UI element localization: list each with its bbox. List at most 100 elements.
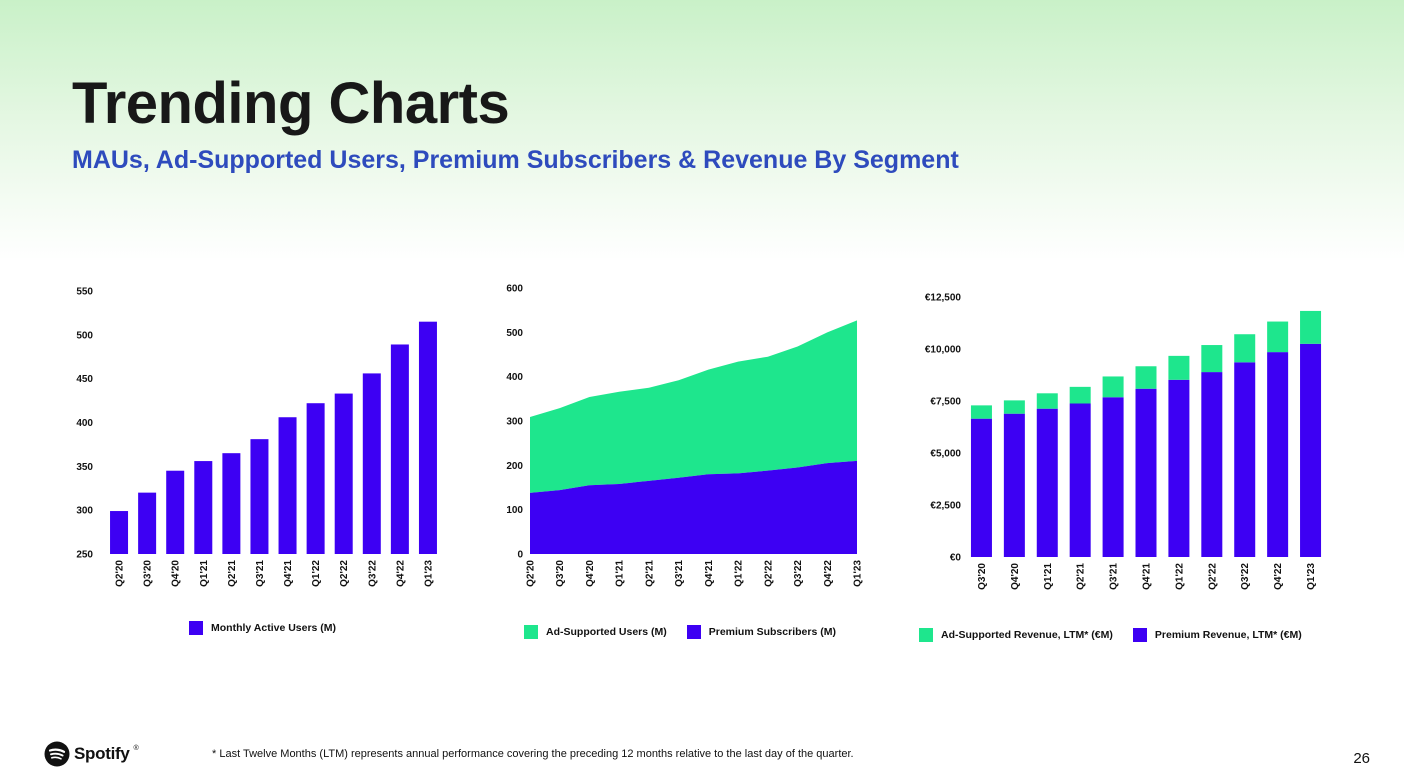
premium-revenue-bar bbox=[1102, 397, 1124, 557]
mau-xtick-label: Q3'20 bbox=[143, 560, 154, 587]
revenue-xtick-label: Q4'22 bbox=[1273, 563, 1284, 590]
users-area-chart: 0 100 200 300 400 500 600 Q2'20 Q3'20 Q4'20 Q1'21 Q… bbox=[506, 284, 864, 587]
legend-swatch-mau bbox=[189, 621, 203, 635]
ad-supported-revenue-bar bbox=[1267, 321, 1289, 353]
users-xtick-label: Q2'20 bbox=[526, 560, 537, 587]
legend-label-premium-subs: Premium Subscribers (M) bbox=[708, 626, 836, 638]
mau-xtick-label: Q2'20 bbox=[115, 560, 126, 587]
footnote: * Last Twelve Months (LTM) represents an… bbox=[212, 748, 854, 760]
mau-xtick-label: Q3'22 bbox=[367, 560, 378, 587]
premium-revenue-bar bbox=[1201, 372, 1223, 557]
users-xtick-label: Q1'23 bbox=[853, 560, 864, 587]
premium-revenue-bar bbox=[1234, 362, 1256, 557]
mau-xtick-label: Q3'21 bbox=[255, 560, 266, 587]
revenue-ytick-label: €5,000 bbox=[930, 449, 961, 460]
revenue-xtick-label: Q3'20 bbox=[977, 563, 988, 590]
revenue-xtick-label: Q2'21 bbox=[1076, 563, 1087, 590]
revenue-xtick-label: Q4'21 bbox=[1142, 563, 1153, 590]
legend-item-premium-subs: Premium Subscribers (M) bbox=[686, 625, 836, 639]
users-ytick-label: 300 bbox=[506, 417, 523, 428]
mau-ytick-label: 500 bbox=[76, 330, 93, 341]
mau-bar bbox=[390, 344, 409, 554]
ad-supported-revenue-bar bbox=[1069, 386, 1091, 404]
premium-revenue-bar bbox=[1267, 352, 1289, 557]
legend-label-premium-revenue: Premium Revenue, LTM* (€M) bbox=[1154, 629, 1302, 641]
revenue-stacked-bar-chart: €0 €2,500 €5,000 €7,500 €10,000 €12,500 Q3'20 Q… bbox=[925, 293, 1322, 590]
mau-ytick-label: 400 bbox=[76, 418, 93, 429]
mau-bar bbox=[306, 403, 325, 554]
legend-swatch-premium-revenue bbox=[1132, 628, 1147, 642]
users-xtick-label: Q4'20 bbox=[585, 560, 596, 587]
ad-supported-revenue-bar bbox=[1300, 310, 1322, 344]
premium-subscribers-area bbox=[530, 460, 857, 554]
ad-supported-revenue-bar bbox=[970, 405, 992, 419]
header-background bbox=[0, 0, 1404, 260]
mau-bar bbox=[418, 321, 437, 554]
mau-bar-chart: 250 300 350 400 450 500 550 Q2'20 Q3'20 Q4'20 Q1'2… bbox=[76, 287, 437, 587]
users-xtick-label: Q4'22 bbox=[823, 560, 834, 587]
users-ytick-label: 600 bbox=[506, 284, 523, 295]
users-ytick-label: 400 bbox=[506, 372, 523, 383]
ad-supported-revenue-bar bbox=[1201, 345, 1223, 373]
users-xtick-label: Q3'21 bbox=[674, 560, 685, 587]
users-xtick-label: Q3'20 bbox=[555, 560, 566, 587]
users-xtick-label: Q2'21 bbox=[644, 560, 655, 587]
mau-bar bbox=[138, 492, 157, 554]
revenue-ytick-label: €0 bbox=[950, 553, 962, 564]
revenue-xtick-label: Q3'22 bbox=[1240, 563, 1251, 590]
mau-xtick-label: Q4'22 bbox=[395, 560, 406, 587]
legend-item-premium-revenue: Premium Revenue, LTM* (€M) bbox=[1132, 628, 1302, 642]
mau-bar bbox=[250, 439, 269, 554]
mau-ytick-label: 450 bbox=[76, 374, 93, 385]
mau-bar bbox=[110, 511, 129, 554]
mau-legend: Monthly Active Users (M) bbox=[189, 621, 336, 635]
legend-label-mau: Monthly Active Users (M) bbox=[211, 622, 337, 634]
premium-revenue-bar bbox=[1168, 379, 1190, 557]
revenue-xtick-label: Q2'22 bbox=[1207, 563, 1218, 590]
legend-label-ad-revenue: Ad-Supported Revenue, LTM* (€M) bbox=[941, 629, 1113, 641]
revenue-xtick-label: Q1'21 bbox=[1043, 563, 1054, 590]
mau-bar bbox=[362, 373, 381, 554]
users-ytick-label: 200 bbox=[506, 461, 523, 472]
mau-xtick-label: Q1'23 bbox=[423, 560, 434, 587]
ad-supported-revenue-bar bbox=[1036, 393, 1058, 409]
ad-supported-revenue-bar bbox=[1135, 366, 1157, 389]
users-ytick-label: 500 bbox=[506, 328, 523, 339]
page-title: Trending Charts bbox=[72, 71, 510, 136]
revenue-xtick-label: Q1'22 bbox=[1174, 563, 1185, 590]
spotify-icon bbox=[44, 741, 70, 767]
premium-revenue-bar bbox=[970, 418, 992, 557]
legend-item-ad-revenue: Ad-Supported Revenue, LTM* (€M) bbox=[919, 628, 1113, 642]
users-legend: Ad-Supported Users (M) Premium Subscribe… bbox=[524, 625, 836, 639]
mau-bar bbox=[278, 417, 297, 554]
revenue-xtick-label: Q3'21 bbox=[1109, 563, 1120, 590]
mau-xtick-label: Q2'21 bbox=[227, 560, 238, 587]
mau-xtick-label: Q4'21 bbox=[283, 560, 294, 587]
logo-trademark: ® bbox=[133, 745, 139, 752]
revenue-ytick-label: €10,000 bbox=[925, 345, 962, 356]
ad-supported-revenue-bar bbox=[1234, 334, 1256, 363]
revenue-ytick-label: €12,500 bbox=[925, 293, 962, 304]
mau-xtick-label: Q2'22 bbox=[339, 560, 350, 587]
mau-bar bbox=[166, 470, 185, 554]
legend-swatch-premium-subs bbox=[686, 625, 701, 639]
mau-bar bbox=[194, 461, 213, 554]
logo-text: Spotify bbox=[74, 744, 130, 763]
mau-ytick-label: 300 bbox=[76, 506, 93, 517]
users-ytick-label: 100 bbox=[506, 505, 523, 516]
spotify-logo: Spotify ® bbox=[44, 741, 139, 767]
mau-bar bbox=[334, 393, 353, 554]
legend-item-mau: Monthly Active Users (M) bbox=[189, 621, 336, 635]
revenue-legend: Ad-Supported Revenue, LTM* (€M) Premium … bbox=[919, 628, 1302, 642]
premium-revenue-bar bbox=[1003, 413, 1025, 557]
ad-supported-revenue-bar bbox=[1003, 400, 1025, 414]
premium-revenue-bar bbox=[1069, 403, 1091, 557]
users-xtick-label: Q2'22 bbox=[763, 560, 774, 587]
revenue-xtick-label: Q4'20 bbox=[1010, 563, 1021, 590]
users-ytick-label: 0 bbox=[517, 550, 523, 561]
ad-supported-users-area bbox=[530, 320, 857, 493]
mau-ytick-label: 550 bbox=[76, 287, 93, 298]
ad-supported-revenue-bar bbox=[1102, 376, 1124, 398]
page-number: 26 bbox=[1353, 750, 1370, 767]
legend-swatch-ad-users bbox=[524, 625, 538, 639]
